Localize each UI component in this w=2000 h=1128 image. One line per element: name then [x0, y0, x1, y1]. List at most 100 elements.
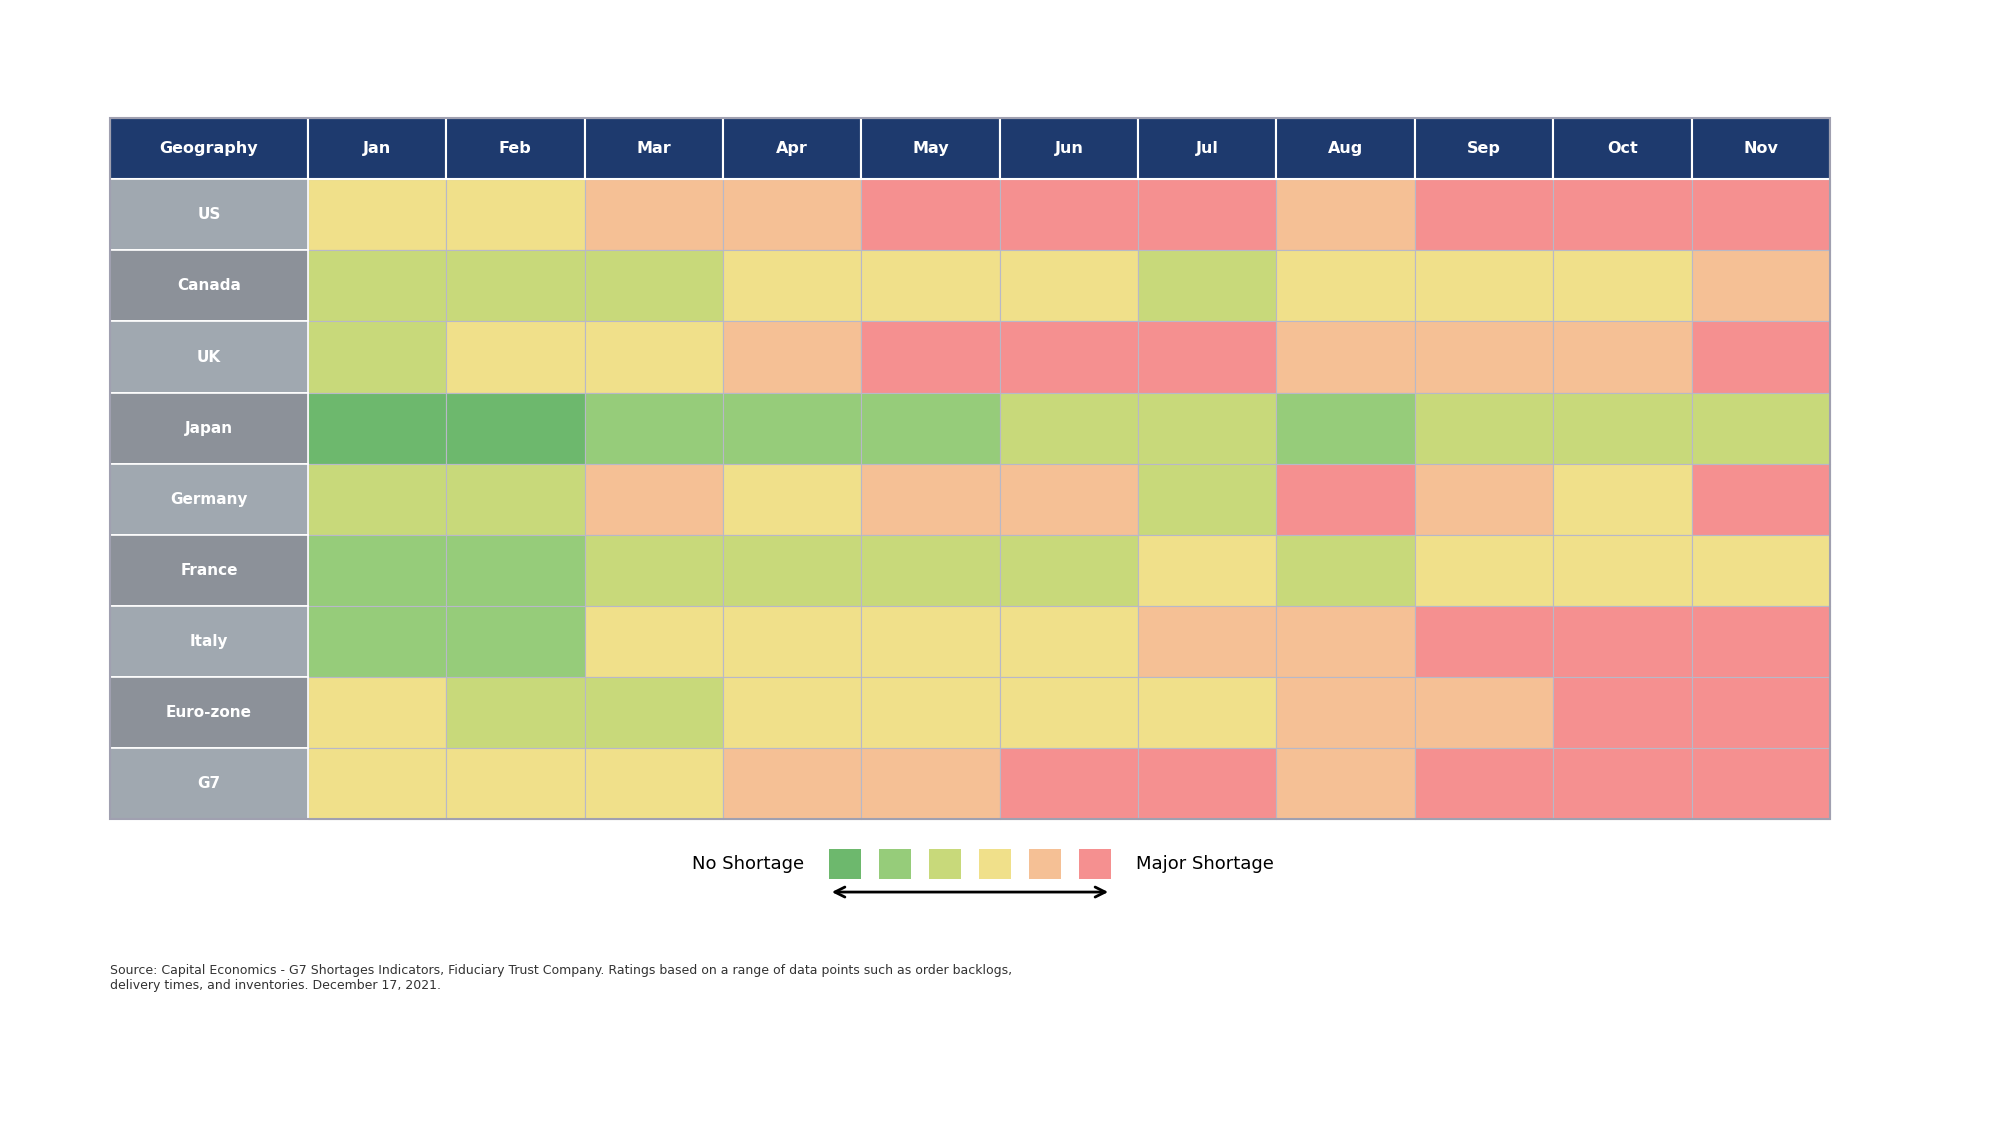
Text: May: May — [912, 141, 948, 157]
Bar — [722, 677, 862, 748]
Bar — [308, 118, 446, 179]
Bar — [446, 606, 584, 677]
Text: Oct: Oct — [1608, 141, 1638, 157]
Bar — [1276, 535, 1414, 606]
Bar — [1276, 393, 1414, 464]
Bar — [1554, 606, 1692, 677]
Text: G7: G7 — [198, 776, 220, 791]
Text: Nov: Nov — [1744, 141, 1778, 157]
Bar — [446, 321, 584, 393]
Bar — [446, 535, 584, 606]
Bar — [1692, 393, 1830, 464]
Bar — [1276, 179, 1414, 250]
Bar — [862, 748, 1000, 819]
Bar — [1138, 118, 1276, 179]
Bar — [862, 535, 1000, 606]
Bar — [862, 250, 1000, 321]
Bar — [862, 179, 1000, 250]
Bar — [584, 677, 722, 748]
Bar — [862, 321, 1000, 393]
Bar — [722, 606, 862, 677]
Bar — [1276, 464, 1414, 535]
Bar — [1138, 464, 1276, 535]
Bar — [722, 535, 862, 606]
Bar — [308, 321, 446, 393]
Bar — [862, 677, 1000, 748]
Bar — [722, 118, 862, 179]
Bar — [584, 321, 722, 393]
Bar — [584, 118, 722, 179]
Bar — [980, 849, 1012, 879]
Bar — [1138, 535, 1276, 606]
Bar — [1414, 321, 1554, 393]
Bar — [1000, 535, 1138, 606]
Bar — [1692, 677, 1830, 748]
Bar — [722, 321, 862, 393]
Bar — [308, 393, 446, 464]
Bar — [1414, 118, 1554, 179]
Bar — [1692, 535, 1830, 606]
Bar — [446, 677, 584, 748]
Text: Jun: Jun — [1054, 141, 1084, 157]
Bar — [1554, 250, 1692, 321]
Bar — [880, 849, 912, 879]
Bar — [1414, 250, 1554, 321]
Bar — [308, 464, 446, 535]
Bar — [1414, 179, 1554, 250]
Bar — [1276, 321, 1414, 393]
Bar — [110, 464, 308, 535]
Bar — [446, 118, 584, 179]
Bar — [1138, 748, 1276, 819]
Bar — [1414, 535, 1554, 606]
Bar — [1414, 677, 1554, 748]
Bar — [584, 250, 722, 321]
Bar — [1554, 677, 1692, 748]
Bar — [1554, 464, 1692, 535]
Bar — [862, 606, 1000, 677]
Bar — [1276, 677, 1414, 748]
Bar — [1276, 606, 1414, 677]
Bar — [722, 464, 862, 535]
Bar — [1554, 118, 1692, 179]
Text: France: France — [180, 563, 238, 578]
Bar — [1276, 748, 1414, 819]
Bar — [1554, 179, 1692, 250]
Bar — [1276, 118, 1414, 179]
Bar — [930, 849, 962, 879]
Bar — [1414, 393, 1554, 464]
Bar — [446, 464, 584, 535]
Bar — [308, 677, 446, 748]
Bar — [1692, 118, 1830, 179]
Bar — [584, 606, 722, 677]
Bar — [110, 179, 308, 250]
Bar — [446, 179, 584, 250]
Bar — [308, 606, 446, 677]
Bar — [446, 393, 584, 464]
Bar — [110, 606, 308, 677]
Text: Euro-zone: Euro-zone — [166, 705, 252, 720]
Text: No Shortage: No Shortage — [692, 855, 804, 873]
Bar — [1692, 606, 1830, 677]
Bar — [1414, 464, 1554, 535]
Bar — [1000, 464, 1138, 535]
Bar — [308, 535, 446, 606]
Bar — [110, 321, 308, 393]
Text: Italy: Italy — [190, 634, 228, 649]
Bar — [1554, 321, 1692, 393]
Bar — [1000, 748, 1138, 819]
Bar — [1000, 606, 1138, 677]
Bar — [308, 250, 446, 321]
Bar — [1138, 179, 1276, 250]
Bar — [1138, 321, 1276, 393]
Bar — [1000, 250, 1138, 321]
Text: Canada: Canada — [176, 279, 240, 293]
Bar — [862, 118, 1000, 179]
Bar — [110, 250, 308, 321]
Bar — [110, 393, 308, 464]
Bar — [1138, 250, 1276, 321]
Bar — [110, 118, 308, 179]
Bar — [1414, 606, 1554, 677]
Bar — [584, 393, 722, 464]
Text: Sep: Sep — [1468, 141, 1500, 157]
Bar — [584, 464, 722, 535]
